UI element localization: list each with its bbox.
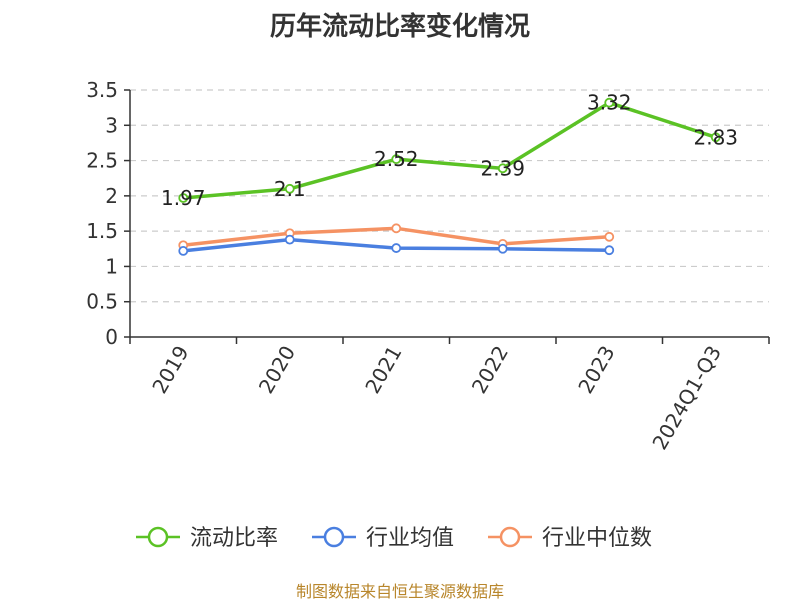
legend-item[interactable]: 流动比率 xyxy=(136,526,278,551)
source-note: 制图数据来自恒生聚源数据库 xyxy=(295,582,504,601)
data-point xyxy=(604,231,615,242)
y-tick-label: 1.5 xyxy=(86,219,118,243)
y-tick-label: 0 xyxy=(105,325,118,349)
data-point xyxy=(604,97,615,108)
x-tick-label: 2023 xyxy=(573,342,619,398)
legend-marker-icon xyxy=(147,526,169,548)
data-point xyxy=(284,183,295,194)
x-tick-label: 2022 xyxy=(467,342,513,398)
y-tick-label: 3.5 xyxy=(86,78,118,102)
data-label: 2.39 xyxy=(480,156,525,180)
grid-lines xyxy=(130,89,769,303)
data-point xyxy=(710,132,721,143)
x-tick-label: 2024Q1-Q3 xyxy=(647,342,726,454)
data-label: 2.83 xyxy=(693,125,738,149)
y-tick-label: 2 xyxy=(105,184,118,208)
legend-label: 行业均值 xyxy=(366,526,454,551)
data-label: 2.1 xyxy=(274,177,306,201)
data-label: 3.32 xyxy=(587,91,632,115)
data-point xyxy=(391,154,402,165)
y-tick-label: 1 xyxy=(105,254,118,278)
data-labels: 1.97 2.1 2.52 2.39 3.32 2.83 xyxy=(161,91,738,210)
data-point xyxy=(391,243,402,253)
data-point xyxy=(284,234,295,245)
data-point xyxy=(604,245,615,256)
y-tick-label: 0.5 xyxy=(86,290,118,314)
y-tick-label: 2.5 xyxy=(86,149,118,173)
legend[interactable]: 流动比率 行业均值 行业中位数 xyxy=(136,526,652,551)
x-tick-label: 2019 xyxy=(147,342,193,398)
data-point xyxy=(391,223,402,234)
legend-item[interactable]: 行业均值 xyxy=(312,526,454,551)
series-line xyxy=(183,100,717,200)
series-lines xyxy=(178,97,721,256)
y-tick-label: 3 xyxy=(105,113,118,137)
data-label: 1.97 xyxy=(161,186,206,210)
data-point xyxy=(497,163,508,174)
legend-marker-icon xyxy=(499,526,521,548)
x-tick-label: 2020 xyxy=(254,342,300,398)
data-point xyxy=(178,246,189,256)
chart-title: 历年流动比率变化情况 xyxy=(269,12,530,42)
legend-label: 行业中位数 xyxy=(542,526,652,551)
legend-item[interactable]: 行业中位数 xyxy=(488,526,652,551)
x-tick-label: 2021 xyxy=(360,342,406,398)
data-point xyxy=(497,243,508,254)
legend-label: 流动比率 xyxy=(190,526,278,551)
data-point xyxy=(178,193,189,203)
data-label: 2.52 xyxy=(374,147,419,171)
legend-marker-icon xyxy=(323,526,345,548)
